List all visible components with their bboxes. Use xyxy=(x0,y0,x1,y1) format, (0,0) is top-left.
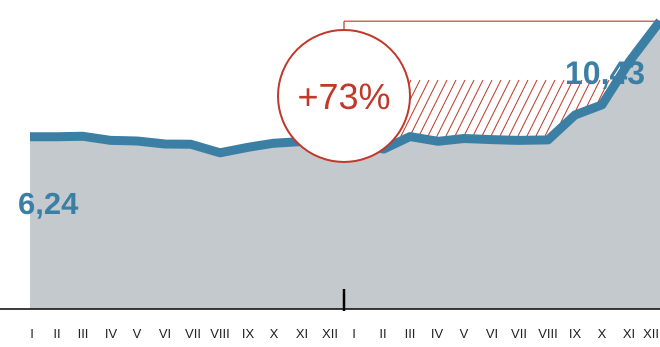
x-tick-label: IX xyxy=(242,326,255,341)
x-tick-label: VI xyxy=(159,326,171,341)
x-tick-label: III xyxy=(405,326,416,341)
hatch-line xyxy=(464,79,556,150)
x-tick-label: II xyxy=(53,326,60,341)
hatch-line xyxy=(473,79,565,150)
x-tick-label: IX xyxy=(569,326,582,341)
x-tick-label: IV xyxy=(105,326,118,341)
hatch-line xyxy=(392,79,484,150)
x-tick-label: XII xyxy=(643,326,659,341)
x-tick-label: X xyxy=(598,326,607,341)
end-value-label: 10,43 xyxy=(565,55,645,91)
hatch-line xyxy=(344,79,430,150)
hatch-line xyxy=(482,79,574,150)
hatch-line xyxy=(365,79,457,150)
x-tick-label: V xyxy=(133,326,142,341)
x-tick-label: I xyxy=(352,326,356,341)
percent-change-label: +73% xyxy=(297,76,390,117)
x-tick-labels: I II III IV V VI VII VIII IX X XI XII I II III IV V VI VII… xyxy=(30,326,659,341)
x-tick-label: XI xyxy=(296,326,308,341)
x-tick-label: VII xyxy=(511,326,527,341)
percent-change-callout xyxy=(277,29,411,163)
x-tick-label: II xyxy=(379,326,386,341)
x-tick-label: VI xyxy=(486,326,498,341)
hatch-line xyxy=(428,79,520,150)
x-tick-label: VII xyxy=(185,326,201,341)
hatch-line xyxy=(374,79,466,150)
hatch-line xyxy=(437,79,529,150)
start-value-label: 6,24 xyxy=(18,186,79,221)
hatch-line xyxy=(347,79,439,150)
hatch-line xyxy=(401,79,493,150)
hatch-line xyxy=(356,79,448,150)
x-tick-label: IV xyxy=(431,326,444,341)
hatch-line xyxy=(491,79,583,150)
area-fill xyxy=(30,21,660,309)
x-tick-label: III xyxy=(78,326,89,341)
x-tick-label: V xyxy=(460,326,469,341)
hatch-line xyxy=(455,79,547,150)
x-tick-label: VIII xyxy=(210,326,230,341)
hatch-line xyxy=(446,79,538,150)
hatch-line xyxy=(410,79,502,150)
x-tick-label: XII xyxy=(322,326,338,341)
x-tick-label: XI xyxy=(623,326,635,341)
x-tick-label: I xyxy=(30,326,34,341)
hatch-line xyxy=(419,79,511,150)
hatch-line xyxy=(383,79,475,150)
x-tick-label: VIII xyxy=(538,326,558,341)
x-tick-label: X xyxy=(270,326,279,341)
